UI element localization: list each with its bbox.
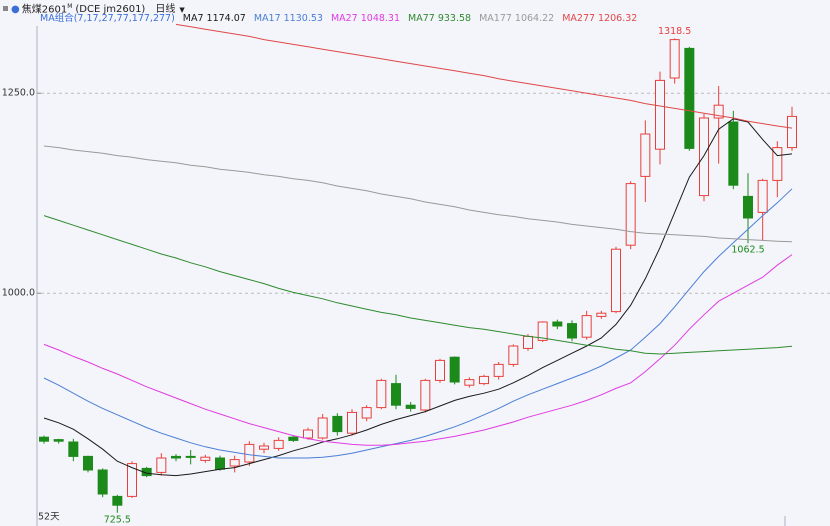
ma-line xyxy=(175,23,793,129)
symbol-code: (DCE jm2601) xyxy=(75,4,146,16)
candle-body xyxy=(728,121,739,186)
candle-body xyxy=(303,429,313,439)
symbol-sup: M xyxy=(67,3,73,10)
candle-body xyxy=(625,183,636,246)
legend-value: 933.58 xyxy=(437,13,472,24)
candle-body xyxy=(537,321,548,341)
candle-body xyxy=(787,115,797,149)
candle-body xyxy=(581,315,592,338)
ma-group[interactable]: MA组合(7,17,27,77,177,277) xyxy=(40,13,175,24)
candle-body xyxy=(215,457,225,470)
legend-value: 1064.22 xyxy=(514,13,555,24)
candle-body xyxy=(361,407,372,419)
legend-value: 1130.53 xyxy=(283,13,323,24)
candle-body xyxy=(127,463,137,497)
y-tick-label: 1250.0 xyxy=(2,88,35,99)
candle-body xyxy=(171,455,181,459)
legend-name: MA277 xyxy=(562,13,596,24)
candle-body xyxy=(332,415,343,433)
candle-body xyxy=(317,417,328,439)
period[interactable]: 日线 xyxy=(155,4,176,16)
legend-name: MA7 xyxy=(182,13,204,24)
candle-body xyxy=(772,147,783,181)
candle-body xyxy=(259,445,269,450)
ma-line xyxy=(43,188,793,459)
legend-name: MA77 xyxy=(408,13,435,24)
candle-body xyxy=(743,195,753,219)
candle-body xyxy=(244,443,255,463)
legend-value: 1174.07 xyxy=(206,13,246,24)
ma-legend: MA组合(7,17,27,77,177,277) MA7 1174.07 MA17 11… xyxy=(0,13,830,25)
candle-body xyxy=(567,323,577,339)
legend-name: MA177 xyxy=(479,13,512,24)
candle-body xyxy=(552,321,563,327)
low-label: 725.5 xyxy=(104,514,131,525)
period-arrow[interactable]: ▼ xyxy=(179,6,185,15)
candle-body xyxy=(684,47,695,149)
candle-body xyxy=(420,379,431,411)
bar-count: 52天 xyxy=(38,512,60,523)
candle-body xyxy=(288,436,299,441)
candle-body xyxy=(611,248,621,313)
ma-line xyxy=(43,254,793,446)
candle-body xyxy=(449,356,460,383)
candle-body xyxy=(669,39,680,79)
candle-body xyxy=(757,179,768,213)
ma-line xyxy=(43,215,793,355)
candle-body xyxy=(376,379,387,409)
candle-body xyxy=(83,455,93,471)
candle-body xyxy=(713,104,724,119)
y-tick-label: 1000.0 xyxy=(2,288,35,299)
candle-body xyxy=(97,469,108,495)
ma-line xyxy=(43,145,793,243)
candle-body xyxy=(68,441,79,457)
legend-items: MA7 1174.07 MA17 1130.53 MA27 1048.31 MA77 933.… xyxy=(183,13,646,24)
candle-body xyxy=(699,117,709,197)
candle-body xyxy=(464,379,475,386)
candle-body xyxy=(479,375,489,385)
candle-body xyxy=(405,404,416,409)
candle-body xyxy=(655,79,665,150)
candle-body xyxy=(347,411,357,434)
candle-body xyxy=(493,363,504,377)
candle-body xyxy=(53,439,64,442)
legend-name: MA17 xyxy=(253,13,281,24)
candle-body xyxy=(200,456,211,461)
candle-body xyxy=(156,457,167,473)
candle-body xyxy=(640,133,651,177)
candle-body xyxy=(596,312,607,317)
high-label: 1318.5 xyxy=(658,26,691,37)
candle-body xyxy=(39,436,49,442)
symbol-name: 焦煤2601 xyxy=(21,4,68,16)
candle-body xyxy=(523,335,533,349)
legend-value: 1206.32 xyxy=(598,13,638,24)
menu-icon[interactable] xyxy=(3,6,8,12)
candle-body xyxy=(391,383,401,406)
header: ● 焦煤2601M (DCE jm2601) 日线 ▼ xyxy=(0,0,830,16)
candle-body xyxy=(508,345,519,365)
dot-icon: ● xyxy=(11,4,20,16)
candle-body xyxy=(112,495,123,506)
legend-name: MA27 xyxy=(330,13,358,24)
candle-body xyxy=(185,455,196,458)
low-label: 1062.5 xyxy=(731,245,764,256)
candle-body xyxy=(273,439,284,449)
candle-body xyxy=(435,359,445,381)
candle-body xyxy=(229,459,240,467)
ma-line xyxy=(43,118,793,477)
legend-value: 1048.31 xyxy=(360,13,401,24)
